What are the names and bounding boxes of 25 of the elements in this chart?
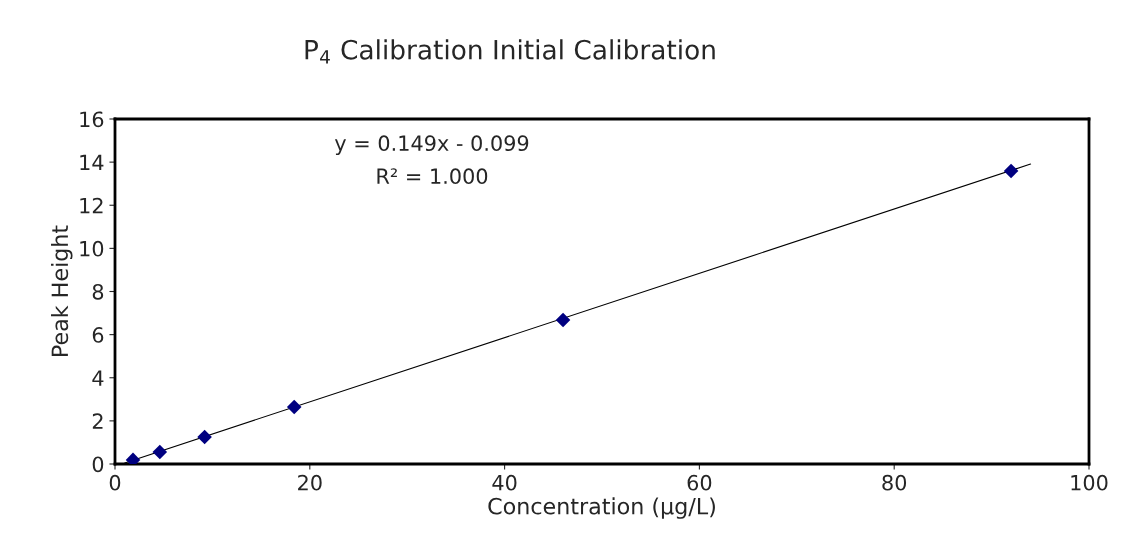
chart-title: P$_{4}$ Calibration Initial Calibration: [305, 39, 715, 64]
y-tick-label: 16: [80, 111, 104, 128]
y-tick-label: 6: [92, 327, 104, 343]
y-tick-label: 2: [92, 413, 103, 429]
x-tick-label: 80: [882, 474, 907, 491]
annotation: y = 0.149x - 0.099: [334, 135, 529, 156]
y-tick-label: 4: [92, 370, 104, 386]
y-tick-label: 8: [92, 283, 104, 300]
x-tick-label: 100: [1071, 474, 1108, 491]
x-tick-label: 20: [298, 474, 322, 491]
point: [1003, 163, 1019, 179]
x-tick-label: 0: [109, 474, 121, 491]
x-tick-label: 60: [687, 474, 712, 491]
y-tick-label: 10: [80, 240, 104, 257]
point: [197, 429, 212, 445]
y-tick-label: 0: [92, 456, 104, 473]
y-tick-label: 12: [80, 197, 103, 214]
annotation: R² = 1.000: [377, 168, 488, 185]
point: [152, 444, 168, 460]
y-tick-label: 14: [80, 154, 104, 171]
x-axis-title: Concentration (µg/L): [488, 497, 715, 519]
point: [555, 312, 571, 328]
y-axis-title: Peak Height: [51, 225, 73, 356]
x-tick-label: 40: [492, 474, 517, 491]
point: [286, 399, 302, 415]
